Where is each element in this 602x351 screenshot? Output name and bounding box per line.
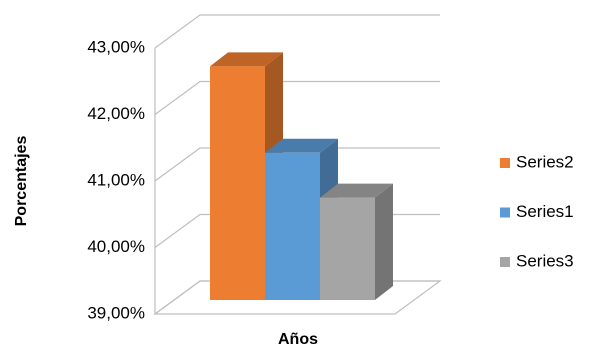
bar-top: [320, 183, 393, 198]
bar: [265, 152, 320, 300]
grid-line: [154, 147, 440, 182]
bar-top: [265, 138, 338, 153]
y-axis-label: Porcentajes: [13, 136, 30, 227]
y-tick-label: 43,00%: [87, 37, 145, 56]
y-tick-label: 40,00%: [87, 237, 145, 256]
y-tick-label: 39,00%: [87, 303, 145, 322]
legend-label: Series1: [516, 202, 574, 221]
bar-side: [375, 183, 393, 300]
bar: [320, 197, 375, 300]
legend-swatch: [500, 257, 510, 267]
legend-swatch: [500, 158, 510, 168]
legend-label: Series2: [516, 152, 574, 171]
y-tick-label: 42,00%: [87, 104, 145, 123]
grid-line: [154, 80, 440, 115]
legend-label: Series3: [516, 251, 574, 270]
bar-top: [210, 52, 283, 67]
x-axis-label: Años: [278, 331, 318, 348]
y-tick-label: 41,00%: [87, 170, 145, 189]
bar: [210, 66, 265, 301]
legend-swatch: [500, 207, 510, 218]
grid-line: [154, 14, 440, 49]
